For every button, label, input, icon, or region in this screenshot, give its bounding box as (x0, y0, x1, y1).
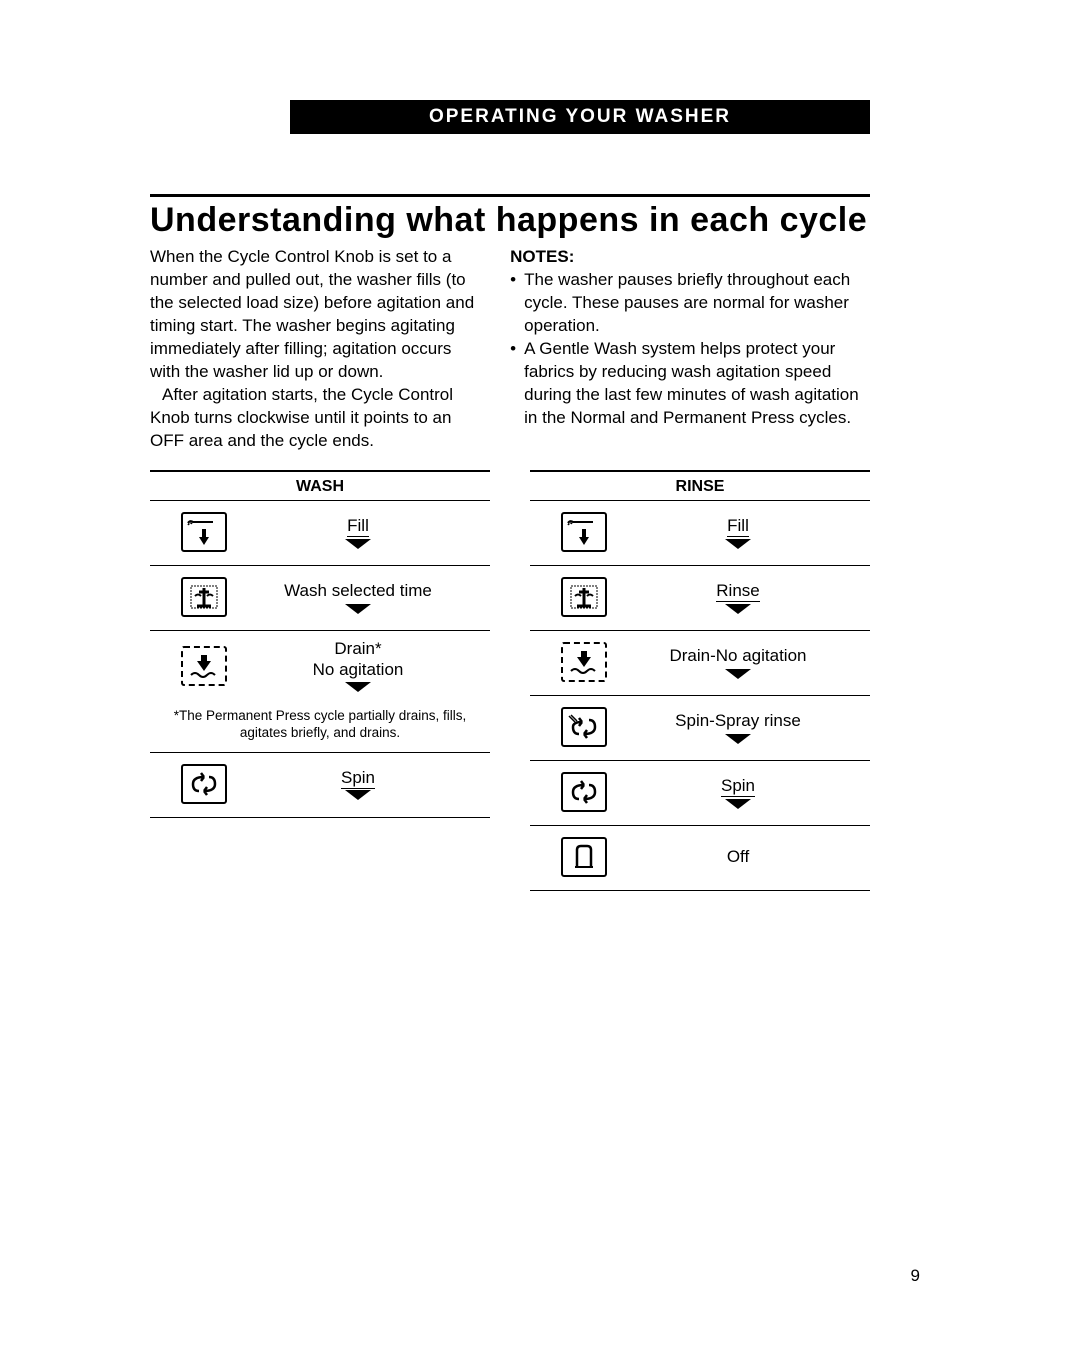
rinse-heading: RINSE (530, 472, 870, 501)
arrow-down-icon (725, 539, 751, 549)
rinse-step-drain: Drain-No agitation (530, 631, 870, 696)
wash-cycle-table: WASH Fill Wash selected time (150, 470, 490, 891)
spin-icon (181, 764, 227, 804)
rinse-step-spin-spray: Spin-Spray rinse (530, 696, 870, 761)
wash-step-drain-label2: No agitation (313, 660, 404, 679)
rinse-step-off-label: Off (727, 847, 749, 866)
spin-spray-icon (561, 707, 607, 747)
wash-step-drain-label: Drain* (334, 639, 381, 658)
fill-icon (181, 512, 227, 552)
arrow-down-icon (725, 604, 751, 614)
page-title: Understanding what happens in each cycle (150, 201, 870, 240)
wash-step-agitate-label: Wash selected time (284, 581, 432, 600)
arrow-down-icon (345, 604, 371, 614)
rinse-step-rinse: Rinse (530, 566, 870, 631)
wash-footnote: *The Permanent Press cycle partially dra… (150, 702, 490, 753)
rinse-step-fill-label: Fill (727, 516, 749, 537)
arrow-down-icon (345, 790, 371, 800)
arrow-down-icon (725, 734, 751, 744)
intro-left-column: When the Cycle Control Knob is set to a … (150, 246, 482, 452)
rinse-step-spin-spray-label: Spin-Spray rinse (675, 711, 801, 730)
intro-right-column: NOTES: The washer pauses briefly through… (510, 246, 870, 452)
section-header-bar: OPERATING YOUR WASHER (290, 100, 870, 134)
wash-heading: WASH (150, 472, 490, 501)
arrow-down-icon (345, 682, 371, 692)
intro-paragraph-2: After agitation starts, the Cycle Contro… (150, 384, 482, 453)
rinse-step-rinse-label: Rinse (716, 581, 759, 602)
intro-paragraph-1: When the Cycle Control Knob is set to a … (150, 246, 482, 384)
fill-icon (561, 512, 607, 552)
rinse-step-drain-label: Drain-No agitation (669, 646, 806, 665)
rinse-step-off: Off (530, 826, 870, 891)
spin-icon (561, 772, 607, 812)
notes-bullet-1: The washer pauses briefly throughout eac… (510, 269, 870, 338)
wash-step-fill-label: Fill (347, 516, 369, 537)
agitate-icon (561, 577, 607, 617)
wash-step-drain: Drain* No agitation (150, 631, 490, 702)
rinse-step-fill: Fill (530, 501, 870, 566)
wash-step-fill: Fill (150, 501, 490, 566)
drain-icon (561, 642, 607, 682)
arrow-down-icon (725, 799, 751, 809)
arrow-down-icon (725, 669, 751, 679)
rinse-step-spin-label: Spin (721, 776, 755, 797)
rinse-step-spin: Spin (530, 761, 870, 826)
notes-bullet-2: A Gentle Wash system helps protect your … (510, 338, 870, 430)
off-icon (561, 837, 607, 877)
wash-step-spin-label: Spin (341, 768, 375, 789)
rinse-cycle-table: RINSE Fill Rinse (530, 470, 870, 891)
arrow-down-icon (345, 539, 371, 549)
notes-heading: NOTES: (510, 247, 574, 266)
drain-icon (181, 646, 227, 686)
rule-top (150, 194, 870, 197)
page-number: 9 (911, 1266, 920, 1286)
agitate-icon (181, 577, 227, 617)
wash-step-spin: Spin (150, 753, 490, 818)
wash-step-agitate: Wash selected time (150, 566, 490, 631)
